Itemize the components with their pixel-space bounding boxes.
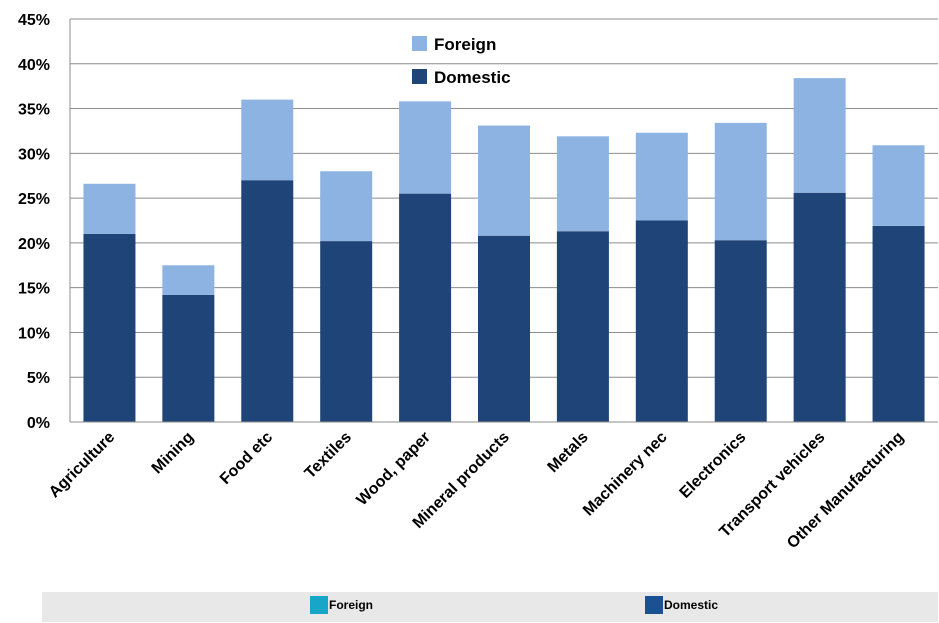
x-category-label: Machinery nec	[580, 429, 671, 520]
bar-domestic	[556, 231, 609, 422]
stacked-bar-chart: 0% 5% 10% 15% 20% 25% 30% 35% 40% 45% Agriculture…	[18, 12, 938, 552]
bar-foreign	[399, 101, 452, 194]
x-category-label: Metals	[545, 429, 592, 476]
bar-foreign	[241, 99, 294, 181]
bottom-legend-foreign: Foreign	[310, 596, 373, 614]
y-tick-label: 20%	[18, 236, 50, 253]
y-tick-label: 0%	[27, 415, 50, 432]
bar-domestic	[635, 220, 688, 422]
x-category-label: Food etc	[217, 429, 276, 488]
bar-foreign	[83, 183, 136, 234]
bars	[83, 78, 925, 422]
x-category-label: Textiles	[302, 429, 355, 482]
y-tick-label: 45%	[18, 12, 50, 29]
bar-foreign	[872, 145, 925, 226]
bottom-legend-bar: Foreign Domestic	[42, 592, 938, 622]
x-category-label: Agriculture	[46, 429, 118, 501]
y-tick-label: 35%	[18, 102, 50, 119]
bar-domestic	[872, 225, 925, 422]
bar-foreign	[162, 265, 215, 295]
bar-foreign	[478, 125, 530, 236]
legend-swatch-domestic	[412, 69, 427, 84]
bar-foreign	[793, 78, 846, 193]
x-category-label: Wood, paper	[354, 429, 434, 509]
bar-domestic	[714, 240, 767, 422]
bar-domestic	[241, 180, 294, 422]
y-tick-label: 40%	[18, 57, 50, 74]
bar-foreign	[320, 171, 373, 242]
bottom-legend-foreign-label: Foreign	[329, 598, 373, 612]
y-tick-label: 5%	[27, 370, 50, 387]
legend-label-foreign: Foreign	[434, 35, 496, 54]
legend-swatch-domestic	[645, 596, 663, 614]
legend-swatch-foreign	[310, 596, 328, 614]
bar-domestic	[320, 241, 373, 422]
bar-domestic	[83, 233, 136, 422]
bar-domestic	[162, 294, 215, 422]
bar-domestic	[478, 235, 530, 422]
x-category-label: Mining	[149, 429, 197, 477]
bottom-legend-domestic-label: Domestic	[664, 598, 719, 612]
y-tick-label: 30%	[18, 146, 50, 163]
y-tick-label: 25%	[18, 191, 50, 208]
bar-domestic	[793, 192, 846, 422]
legend-label-domestic: Domestic	[434, 68, 511, 87]
y-tick-label: 10%	[18, 325, 50, 342]
y-axis-ticks: 0% 5% 10% 15% 20% 25% 30% 35% 40% 45%	[18, 12, 50, 432]
bottom-legend-domestic: Domestic	[645, 596, 718, 614]
legend-swatch-foreign	[412, 36, 427, 51]
x-category-label: Electronics	[677, 429, 750, 502]
bar-domestic	[399, 193, 452, 422]
chart-legend: Foreign Domestic	[412, 35, 511, 87]
bar-foreign	[556, 136, 609, 232]
bar-foreign	[714, 122, 767, 241]
bar-foreign	[635, 132, 688, 221]
y-tick-label: 15%	[18, 281, 50, 298]
